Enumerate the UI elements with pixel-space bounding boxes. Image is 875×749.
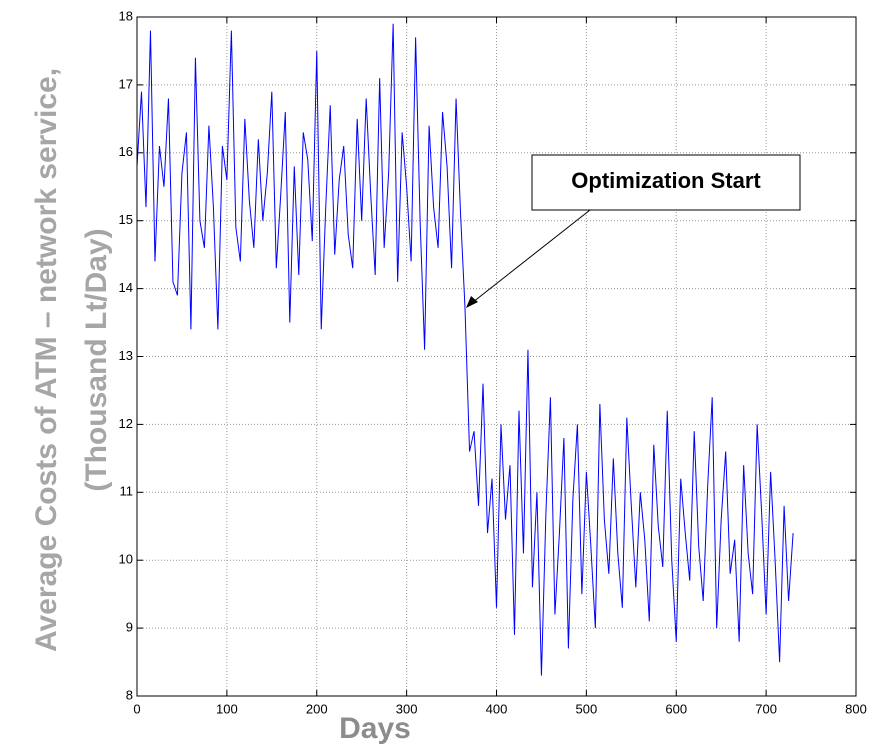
x-tick-label: 800 [845,701,867,716]
y-tick-label: 9 [126,620,133,635]
annotation-box [531,154,801,211]
y-tick-label: 15 [119,212,133,227]
annotation-arrow [467,209,591,307]
x-tick-label: 0 [133,701,140,716]
x-tick-label: 700 [755,701,777,716]
annotation-text: Optimization Start [571,168,761,193]
x-tick-label: 200 [306,701,328,716]
y-axis-label: (Thousand Lt/Day) [80,228,113,491]
x-tick-label: 300 [396,701,418,716]
data-line [136,23,794,676]
y-axis-label: Average Costs of ATM – network service, [30,68,63,652]
x-tick-label: 100 [216,701,238,716]
y-tick-label: 14 [119,280,133,295]
axes-frame [136,16,857,697]
y-tick-label: 13 [119,348,133,363]
y-tick-label: 18 [119,8,133,23]
arrow-head [466,296,478,308]
x-tick-label: 500 [576,701,598,716]
y-tick-label: 12 [119,416,133,431]
y-tick-label: 8 [126,687,133,702]
x-axis-label: Days [339,712,411,745]
x-tick-label: 400 [486,701,508,716]
y-tick-label: 17 [119,76,133,91]
y-tick-label: 10 [119,552,133,567]
y-tick-label: 11 [120,484,134,499]
y-tick-label: 16 [119,144,133,159]
x-tick-label: 600 [665,701,687,716]
plot-area: 0 100 200 300 400 500 600 700 800 8 9 10 11 12 13 14 15 1… [119,8,867,716]
